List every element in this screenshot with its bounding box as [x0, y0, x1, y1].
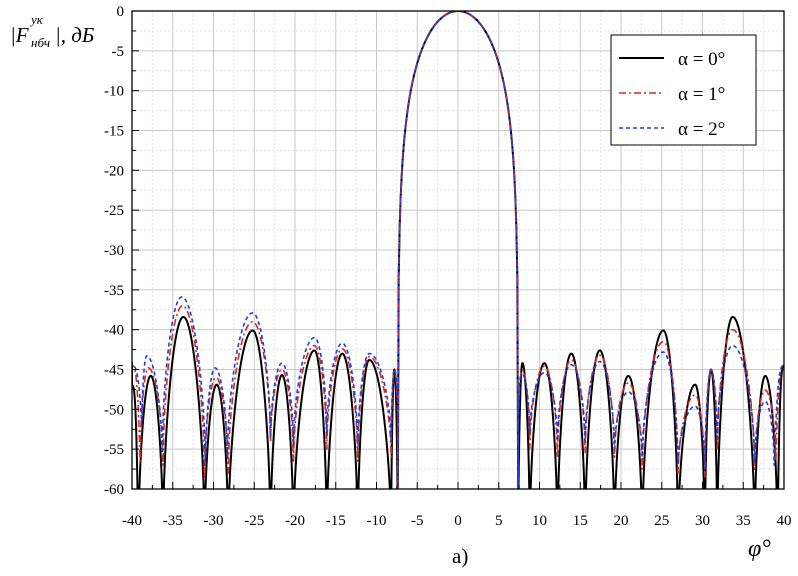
x-axis-title: φ°: [748, 536, 771, 562]
y-tick-label: -55: [104, 442, 124, 458]
y-tick-label: -60: [104, 482, 124, 498]
series-layer: [132, 11, 784, 489]
series-line-1: [132, 11, 784, 489]
svg-text:ук: ук: [29, 12, 44, 27]
legend-label-1: α = 1°: [678, 84, 725, 105]
series-line-2: [132, 11, 784, 489]
x-tick-label: -15: [326, 513, 346, 529]
grid: [131, 10, 785, 490]
ticks: [131, 10, 785, 490]
x-tick-label: -40: [122, 513, 142, 529]
x-tick-label: -25: [244, 513, 264, 529]
x-tick-labels: -40 -35 -30 -25 -20 -15 -10 -5 0 5 10 15 20 25 30 35 40: [122, 513, 792, 529]
y-tick-label: -10: [104, 84, 124, 100]
legend-box: [610, 34, 757, 146]
x-tick-label: 30: [695, 513, 710, 529]
x-tick-label: 20: [614, 513, 629, 529]
y-tick-label: -45: [104, 363, 124, 379]
y-tick-label: -35: [104, 283, 124, 299]
x-tick-label: 25: [654, 513, 669, 529]
y-tick-label: -15: [104, 124, 124, 140]
y-tick-label: -50: [104, 402, 124, 418]
y-axis-title-sub: нбч: [31, 35, 50, 50]
y-axis-title-sup: ук: [29, 12, 44, 27]
y-tick-label: -40: [104, 323, 124, 339]
x-tick-label: -35: [163, 513, 183, 529]
y-tick-label: -5: [112, 44, 125, 60]
legend-label-2: α = 2°: [678, 119, 725, 140]
x-tick-label: -20: [285, 513, 305, 529]
x-tick-label: 40: [777, 513, 792, 529]
x-tick-label: -10: [367, 513, 387, 529]
y-axis-title: |F ук нбч |, дБ: [10, 12, 94, 50]
x-tick-label: 10: [532, 513, 547, 529]
y-tick-label: -25: [104, 203, 124, 219]
svg-text:|F: |F: [10, 23, 29, 47]
x-tick-label: 5: [495, 513, 503, 529]
legend-label-0: α = 0°: [678, 49, 725, 70]
series-line-0: [132, 11, 784, 489]
x-tick-label: 15: [573, 513, 588, 529]
x-tick-label: 0: [454, 513, 462, 529]
y-tick-labels: 0 -5 -10 -15 -20 -25 -30 -35 -40 -45 -50 -55 -60: [104, 4, 124, 498]
y-axis-title-unit: |, дБ: [55, 23, 94, 47]
svg-text:|, дБ: |, дБ: [55, 23, 94, 47]
x-tick-label: -5: [411, 513, 424, 529]
y-tick-label: -30: [104, 243, 124, 259]
x-tick-label: -30: [204, 513, 224, 529]
legend: α = 0° α = 1° α = 2°: [610, 34, 757, 146]
figure-caption: а): [452, 544, 468, 568]
y-tick-label: -20: [104, 163, 124, 179]
y-axis-title-main: |F: [10, 23, 29, 47]
x-tick-label: 35: [736, 513, 751, 529]
y-tick-label: 0: [117, 4, 125, 20]
svg-text:нбч: нбч: [31, 35, 50, 50]
